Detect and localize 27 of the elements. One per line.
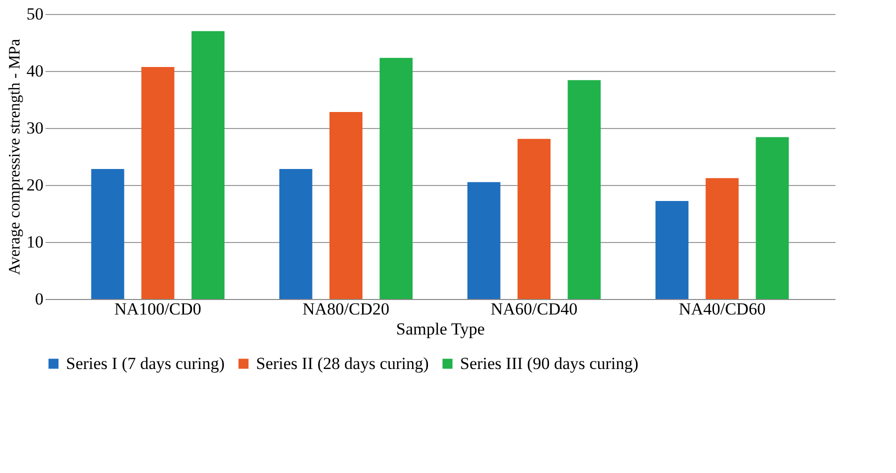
bar	[467, 182, 500, 299]
x-tick-label: NA40/CD60	[678, 300, 766, 318]
y-tick-label: 0	[35, 290, 44, 308]
y-tick-label: 30	[26, 118, 44, 138]
bar	[756, 137, 789, 299]
y-tick-label: 20	[26, 176, 44, 194]
x-axis-title: Sample Type	[396, 320, 485, 338]
y-axis-title: Average compressive strength - MPa	[6, 38, 24, 276]
y-tick-label: 50	[26, 4, 44, 24]
bar	[279, 169, 312, 299]
y-tick-label: 10	[26, 232, 44, 252]
bar	[518, 138, 551, 299]
bar	[655, 200, 688, 299]
bar	[141, 67, 174, 299]
x-tick-label: NA80/CD20	[302, 300, 390, 318]
bar	[706, 178, 739, 299]
legend-label: Series II (28 days curing)	[256, 354, 429, 373]
bar	[329, 112, 362, 299]
bar	[380, 58, 413, 299]
legend-label: Series III (90 days curing)	[460, 354, 638, 373]
bar	[568, 80, 601, 299]
y-tick-label: 40	[26, 62, 44, 80]
bar	[192, 31, 225, 299]
bar	[91, 169, 124, 299]
x-tick-label: NA100/CD0	[114, 300, 202, 318]
x-tick-label: NA60/CD40	[490, 300, 578, 318]
legend-label: Series I (7 days curing)	[66, 354, 225, 373]
